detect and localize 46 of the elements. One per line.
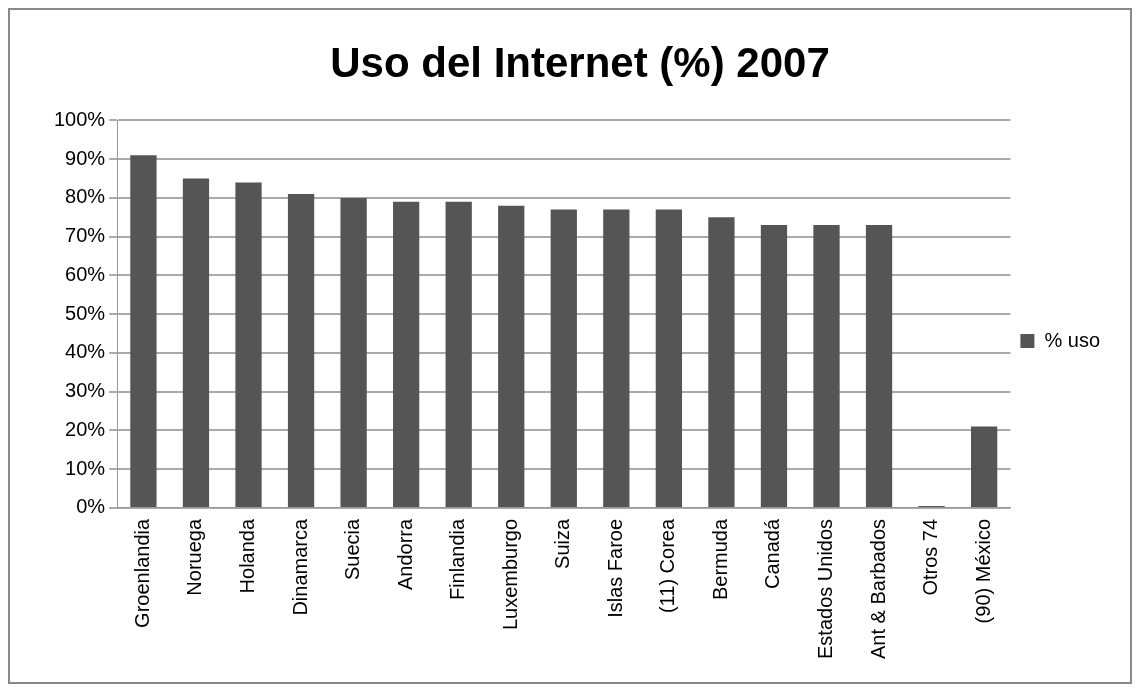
x-tick-label: Holanda: [236, 518, 259, 594]
y-tick-label: 70%: [65, 224, 106, 247]
bar: [760, 225, 788, 507]
x-tick-label: Suiza: [551, 518, 574, 569]
bar: [393, 201, 420, 507]
bar: [655, 209, 683, 507]
bar: [182, 178, 210, 507]
y-tick-label: 10%: [65, 456, 106, 479]
x-tick-label: Canadá: [761, 518, 784, 589]
y-tick-label: 100%: [54, 107, 106, 130]
y-tick-label: 60%: [65, 262, 106, 285]
bar: [813, 225, 840, 507]
y-tick-label: 80%: [65, 185, 106, 208]
bar: [130, 155, 157, 507]
y-tick-label: 20%: [65, 417, 106, 440]
x-tick-label: Bermuda: [708, 518, 731, 601]
x-tick-label: Otros 74: [919, 518, 942, 596]
x-tick-label: Noruega: [183, 518, 206, 596]
x-tick-label: (11) Corea: [656, 518, 679, 614]
x-tick-label: (90) México: [971, 518, 994, 624]
x-tick-label: Dinamarca: [288, 518, 311, 616]
x-tick-label: Finlandia: [446, 518, 469, 601]
bar: [235, 182, 262, 507]
chart-title: Uso del Internet (%) 2007: [330, 38, 830, 86]
bar: [287, 194, 315, 507]
y-tick-label: 0%: [76, 495, 106, 518]
bar: [445, 201, 472, 507]
bar: [603, 209, 630, 507]
bar: [708, 217, 735, 507]
x-tick-label: Islas Faroe: [603, 518, 626, 618]
y-tick-label: 40%: [65, 340, 106, 363]
legend-label: % uso: [1044, 328, 1101, 351]
bar: [971, 426, 998, 507]
x-tick-label: Andorra: [393, 518, 416, 591]
x-tick-label: Ant & Barbados: [866, 518, 889, 660]
bar: [498, 205, 525, 507]
y-tick-label: 90%: [65, 146, 106, 169]
bar: [865, 225, 893, 507]
x-tick-label: Luxemburgo: [498, 518, 521, 631]
x-tick-label: Estados Unidos: [814, 518, 837, 659]
y-tick-label: 50%: [65, 301, 106, 324]
y-tick-label: 30%: [65, 379, 106, 402]
bar: [340, 197, 367, 507]
x-tick-label: Suecia: [341, 518, 364, 581]
x-tick-label: Groenlandia: [130, 518, 153, 628]
bar: [550, 209, 577, 507]
